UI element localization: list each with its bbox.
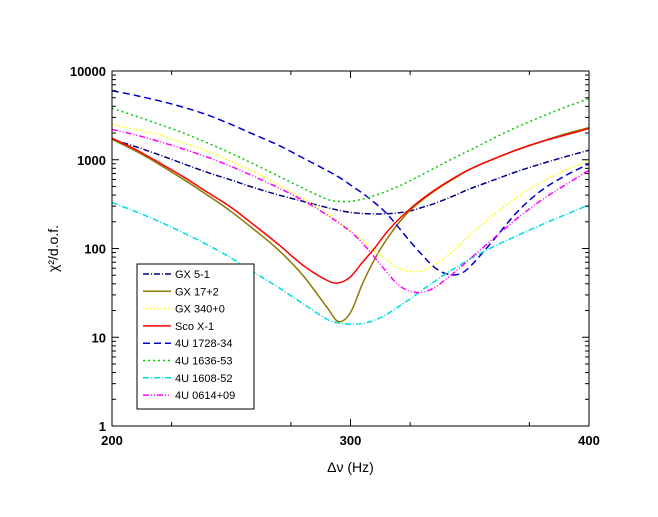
- series-layer: [111, 89, 590, 326]
- legend-label: 4U 0614+09: [175, 390, 235, 402]
- x-tick-label: 400: [578, 433, 600, 448]
- y-tick-label: 10: [92, 330, 106, 345]
- y-tick-label: 100: [84, 242, 106, 257]
- axes-layer: 200 300 400 1 10 100 1000 10000: [70, 64, 600, 448]
- legend-label: GX 340+0: [175, 304, 225, 316]
- series-line-8: [111, 128, 590, 294]
- x-tick-label: 300: [340, 433, 362, 448]
- legend: GX 5-1 GX 17+2 GX 340+0 Sco X-1 4U 1728-34 4U…: [136, 263, 255, 410]
- y-tick-label: 10000: [70, 64, 106, 79]
- legend-label: 4U 1608-52: [175, 373, 233, 385]
- y-tick-label: 1000: [77, 153, 106, 168]
- legend-box: [136, 263, 255, 410]
- legend-label: GX 17+2: [175, 286, 219, 298]
- y-tick-label: 1: [99, 419, 106, 434]
- series-line-7: [111, 201, 590, 326]
- legend-label: 4U 1728-34: [175, 338, 233, 350]
- series-line-5: [111, 89, 590, 276]
- x-axis-title: Δν (Hz): [327, 459, 374, 475]
- y-axis-title: χ²/d.o.f.: [45, 225, 61, 272]
- legend-label: GX 5-1: [175, 269, 210, 281]
- series-line-3: [111, 123, 590, 273]
- x-tick-label: 200: [101, 433, 123, 448]
- series-line-1: [111, 138, 590, 215]
- legend-label: Sco X-1: [175, 321, 214, 333]
- series-line-6: [111, 97, 590, 203]
- series-line-4: [111, 127, 590, 284]
- legend-label: 4U 1636-53: [175, 356, 233, 368]
